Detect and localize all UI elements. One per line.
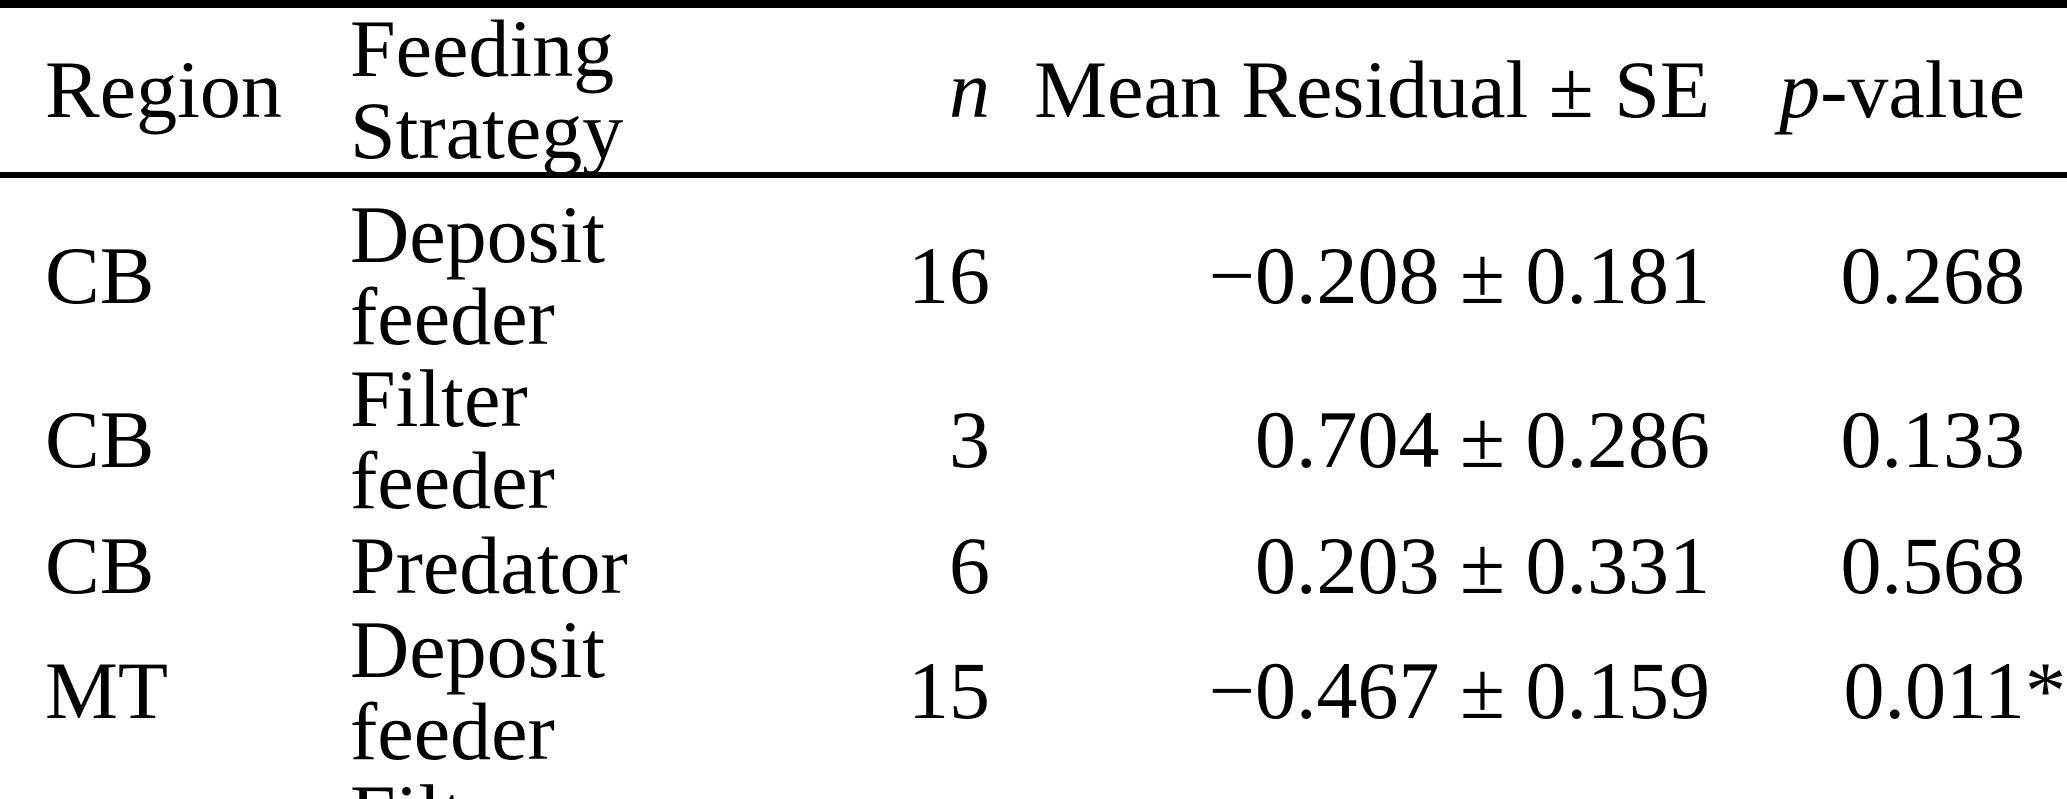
cell-p-value: 0.011* xyxy=(1843,645,2066,736)
cell-n: 5 xyxy=(750,773,990,799)
cell-mean-se: −0.467 ± 0.159 xyxy=(1208,645,1710,736)
col-header-region: Region xyxy=(0,4,310,178)
p-value-number: 0.268 xyxy=(1840,230,2026,321)
cell-region: MT xyxy=(0,773,310,799)
cell-mean-se: −0.208 ± 0.181 xyxy=(1208,230,1710,321)
cell-region: CB xyxy=(45,394,155,485)
p-italic: p xyxy=(1779,44,1821,135)
cell-strategy: Deposit feeder xyxy=(350,189,606,362)
table-row: CB Predator 6 0.203 ± 0.331 0.568 xyxy=(0,522,2067,609)
p-value-suffix: -value xyxy=(1820,44,2025,135)
cell-p-value: 0.568 xyxy=(1710,522,2067,609)
cell-n: 6 xyxy=(949,519,990,611)
cell-p-value: 0.268 xyxy=(1710,175,2067,358)
cell-mean-se: 0.824 ± 0.395 xyxy=(990,773,1710,799)
col-header-strategy: Feeding Strategy xyxy=(310,4,750,178)
cell-mean-se: 0.203 ± 0.331 xyxy=(1254,519,1710,611)
col-header-n: n xyxy=(750,4,990,178)
cell-strategy: Filter feeder xyxy=(350,353,555,526)
cell-p-value: 0.133 xyxy=(1710,358,2067,522)
cell-region: CB xyxy=(45,230,155,321)
p-value-number: 0.133 xyxy=(1840,394,2026,485)
table-row: MT Filter feeder 5 0.824 ± 0.395 0.105 xyxy=(0,773,2067,799)
col-header-p-value: p-value xyxy=(1710,4,2067,178)
col-header-mean-se: Mean Residual ± SE xyxy=(990,4,1710,178)
cell-n: 16 xyxy=(908,230,990,321)
cell-strategy: Filter feeder xyxy=(310,773,750,799)
cell-region: MT xyxy=(45,645,168,736)
table-row: CB Filter feeder 3 0.704 ± 0.286 0.133 xyxy=(0,358,2067,522)
p-value-number: 0.011 xyxy=(1843,645,2025,736)
header-row: Region Feeding Strategy n Mean Residual … xyxy=(0,4,2067,178)
cell-region: CB xyxy=(45,519,155,611)
cell-p-value: 0.105 xyxy=(1710,773,2067,799)
p-value-number: 0.568 xyxy=(1840,519,2026,611)
cell-n: 3 xyxy=(949,394,990,485)
cell-n: 15 xyxy=(908,645,990,736)
cell-mean-se: 0.704 ± 0.286 xyxy=(1254,394,1710,485)
cell-strategy: Deposit feeder xyxy=(350,604,606,777)
table-row: CB Deposit feeder 16 −0.208 ± 0.181 0.26… xyxy=(0,175,2067,358)
cell-strategy: Predator xyxy=(350,519,628,611)
table-row: MT Deposit feeder 15 −0.467 ± 0.159 0.01… xyxy=(0,609,2067,773)
